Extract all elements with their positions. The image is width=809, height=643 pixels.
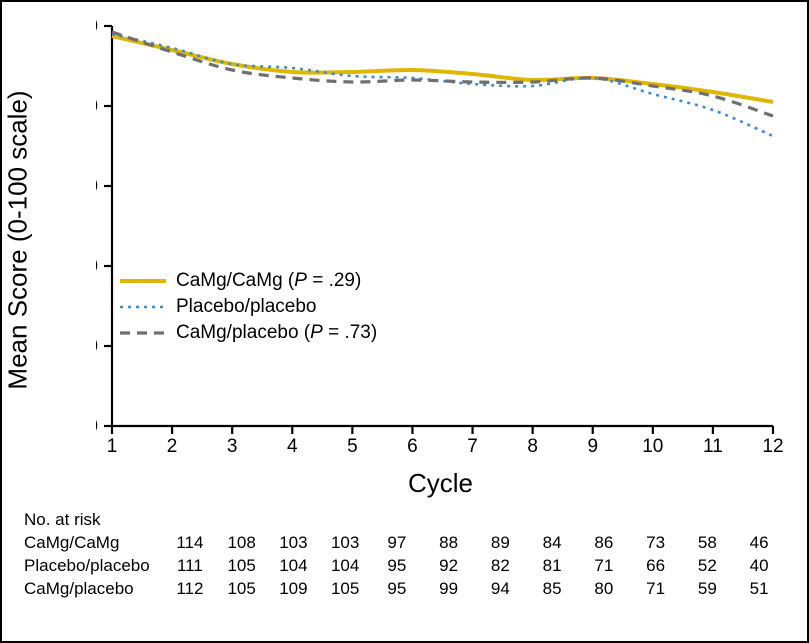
svg-text:2: 2 [167, 436, 178, 457]
series-camg_placebo [112, 32, 773, 116]
figure-frame: Mean Score (0-100 scale) 020406080100123… [0, 0, 809, 643]
risk-cell: 114 [164, 532, 216, 555]
risk-row-label: CaMg/placebo [24, 578, 184, 601]
risk-cell: 89 [475, 532, 527, 555]
risk-cell: 95 [371, 555, 423, 578]
risk-cell: 94 [475, 578, 527, 601]
svg-text:8: 8 [527, 436, 538, 457]
y-axis-label: Mean Score (0-100 scale) [3, 90, 34, 389]
legend-label: Placebo/placebo [176, 296, 317, 318]
risk-cell: 105 [216, 578, 268, 601]
legend-item-placebo_placebo: Placebo/placebo [120, 296, 377, 318]
svg-text:10: 10 [642, 436, 663, 457]
risk-cell: 109 [268, 578, 320, 601]
risk-cell: 104 [319, 555, 371, 578]
legend-swatch [120, 298, 166, 316]
risk-cell: 88 [423, 532, 475, 555]
risk-cell: 86 [578, 532, 630, 555]
risk-cell: 51 [733, 578, 785, 601]
svg-text:12: 12 [762, 436, 783, 457]
risk-cell: 85 [526, 578, 578, 601]
risk-cell: 71 [630, 578, 682, 601]
risk-header-label: No. at risk [24, 509, 184, 532]
risk-row-label: Placebo/placebo [24, 555, 184, 578]
risk-cell: 103 [268, 532, 320, 555]
x-axis-label: Cycle [96, 468, 785, 499]
svg-text:40: 40 [96, 256, 98, 277]
risk-cell: 59 [682, 578, 734, 601]
risk-cell: 40 [733, 555, 785, 578]
plot-wrapper: Mean Score (0-100 scale) 020406080100123… [24, 20, 785, 460]
legend: CaMg/CaMg (P = .29) Placebo/placebo CaMg/p… [120, 270, 377, 348]
svg-text:7: 7 [467, 436, 478, 457]
risk-table-header: No. at risk [24, 509, 785, 532]
risk-cell: 103 [319, 532, 371, 555]
svg-text:100: 100 [96, 20, 98, 37]
plot-area: 020406080100123456789101112 [96, 20, 785, 460]
risk-cell: 105 [319, 578, 371, 601]
svg-text:4: 4 [287, 436, 298, 457]
risk-cell: 95 [371, 578, 423, 601]
risk-cell: 46 [733, 532, 785, 555]
risk-cell: 84 [526, 532, 578, 555]
risk-cell: 82 [475, 555, 527, 578]
risk-cell: 81 [526, 555, 578, 578]
series-camg_camg [112, 36, 773, 102]
line-chart-svg: 020406080100123456789101112 [96, 20, 785, 460]
risk-cell: 66 [630, 555, 682, 578]
legend-item-camg_camg: CaMg/CaMg (P = .29) [120, 270, 377, 292]
risk-cell: 104 [268, 555, 320, 578]
risk-row: Placebo/placebo1111051041049592828171665… [24, 555, 785, 578]
svg-text:3: 3 [227, 436, 238, 457]
risk-row: CaMg/CaMg1141081031039788898486735846 [24, 532, 785, 555]
risk-cell: 92 [423, 555, 475, 578]
svg-text:20: 20 [96, 336, 98, 357]
risk-row-values: 1121051091059599948580715951 [164, 578, 785, 601]
risk-cell: 52 [682, 555, 734, 578]
risk-row: CaMg/placebo1121051091059599948580715951 [24, 578, 785, 601]
risk-cell: 108 [216, 532, 268, 555]
risk-table: No. at riskCaMg/CaMg11410810310397888984… [24, 509, 785, 601]
svg-text:1: 1 [107, 436, 118, 457]
svg-text:5: 5 [347, 436, 358, 457]
risk-cell: 112 [164, 578, 216, 601]
svg-text:0: 0 [96, 416, 98, 437]
risk-cell: 111 [164, 555, 216, 578]
legend-swatch [120, 272, 166, 290]
y-axis-label-text: Mean Score (0-100 scale) [3, 90, 34, 389]
risk-row-label: CaMg/CaMg [24, 532, 184, 555]
risk-cell: 105 [216, 555, 268, 578]
legend-label: CaMg/placebo (P = .73) [176, 322, 377, 344]
legend-label: CaMg/CaMg (P = .29) [176, 270, 361, 292]
svg-text:6: 6 [407, 436, 418, 457]
risk-row-values: 1141081031039788898486735846 [164, 532, 785, 555]
risk-cell: 97 [371, 532, 423, 555]
svg-text:60: 60 [96, 176, 98, 197]
risk-cell: 73 [630, 532, 682, 555]
risk-cell: 58 [682, 532, 734, 555]
risk-cell: 99 [423, 578, 475, 601]
risk-cell: 71 [578, 555, 630, 578]
risk-cell: 80 [578, 578, 630, 601]
svg-text:9: 9 [587, 436, 598, 457]
svg-text:11: 11 [703, 436, 723, 457]
svg-text:80: 80 [96, 96, 98, 117]
legend-item-camg_placebo: CaMg/placebo (P = .73) [120, 322, 377, 344]
risk-row-values: 1111051041049592828171665240 [164, 555, 785, 578]
legend-swatch [120, 324, 166, 342]
